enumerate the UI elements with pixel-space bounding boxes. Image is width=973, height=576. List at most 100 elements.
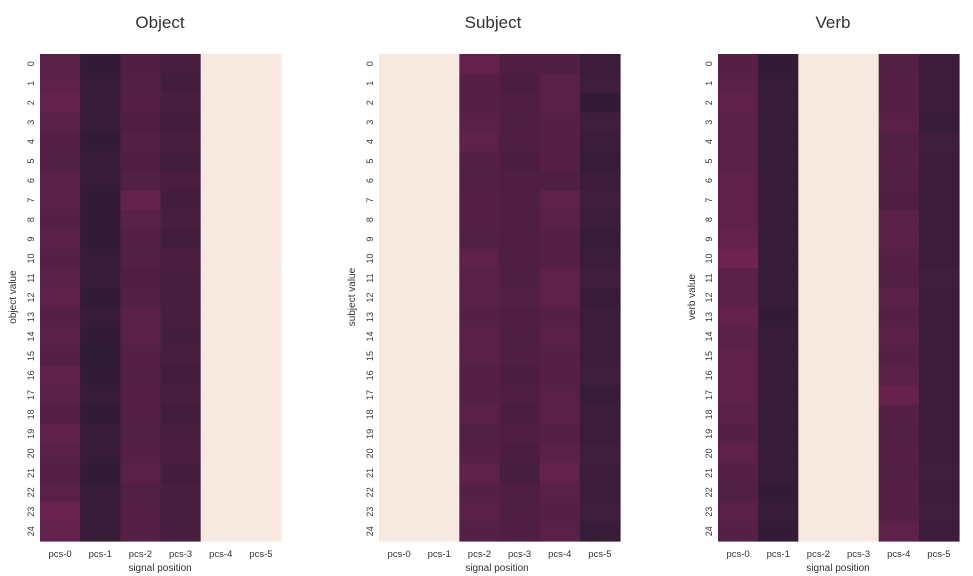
heatmap-cell-masked <box>798 463 840 484</box>
y-tick-label: 19 <box>26 429 36 439</box>
heatmap-cell-masked <box>798 443 840 464</box>
heatmap-cell <box>579 268 621 289</box>
heatmap-cell <box>160 268 202 289</box>
heatmap-cell <box>40 209 81 230</box>
heatmap-cell <box>878 463 920 484</box>
heatmap-cell <box>539 482 581 503</box>
heatmap-cell <box>499 131 541 152</box>
y-tick-label: 3 <box>704 120 714 125</box>
heatmap-cell-masked <box>200 307 242 328</box>
y-axis-label: object value <box>8 270 19 324</box>
heatmap-cell-masked <box>379 326 420 347</box>
heatmap-cell <box>80 385 121 406</box>
heatmap-cell <box>539 287 581 308</box>
heatmap-cell <box>499 385 541 406</box>
heatmap-cell <box>758 170 799 191</box>
heatmap-cell-masked <box>379 190 420 211</box>
heatmap-cell-masked <box>379 482 420 503</box>
heatmap-cell <box>758 326 799 347</box>
heatmap-cell-masked <box>240 502 282 523</box>
y-tick-label: 12 <box>704 292 714 302</box>
heatmap-cell <box>758 268 799 289</box>
heatmap-cell-masked <box>240 346 282 367</box>
y-tick-label: 0 <box>365 61 375 66</box>
y-tick-label: 23 <box>26 507 36 517</box>
heatmap-cell <box>160 92 202 114</box>
heatmap-cell <box>80 151 121 172</box>
y-tick-label: 16 <box>26 370 36 380</box>
heatmap-cell-masked <box>240 209 282 230</box>
heatmap-cell-masked <box>240 326 282 347</box>
heatmap-cell <box>758 229 799 250</box>
heatmap-cell-masked <box>240 229 282 250</box>
heatmap-cell <box>160 287 202 308</box>
heatmap-cell <box>718 209 759 230</box>
heatmap-cell-masked <box>379 443 420 464</box>
heatmap-cell <box>160 190 202 211</box>
heatmap-cell <box>499 482 541 503</box>
heatmap-cell-masked <box>838 482 880 503</box>
y-tick-label: 8 <box>365 217 375 222</box>
x-tick-label: pcs-2 <box>129 549 152 560</box>
heatmap-cell <box>758 131 799 152</box>
heatmap-cell-masked <box>798 170 840 191</box>
heatmap-cell <box>499 502 541 523</box>
heatmap-cell <box>878 209 920 230</box>
heatmap-cell <box>718 151 759 172</box>
heatmap-cell <box>718 521 759 542</box>
heatmap-cell <box>499 463 541 484</box>
heatmap-cell <box>120 482 162 503</box>
heatmap-cell <box>878 502 920 523</box>
heatmap-cell <box>40 346 81 367</box>
heatmap-cell <box>718 92 759 114</box>
heatmap-cell <box>499 248 541 269</box>
heatmap-cell <box>499 73 541 94</box>
heatmap-cell <box>40 229 81 250</box>
heatmap-cell <box>40 521 81 542</box>
heatmap-cell <box>758 346 799 367</box>
y-tick-label: 14 <box>365 331 375 341</box>
heatmap-cell <box>758 502 799 523</box>
heatmap-cell <box>120 209 162 230</box>
heatmap-cell-masked <box>419 112 460 133</box>
heatmap-cell <box>459 73 501 94</box>
heatmap-cell-masked <box>379 307 420 328</box>
heatmap-cell-masked <box>419 385 460 406</box>
heatmap-cell <box>718 190 759 211</box>
heatmap-cell <box>40 287 81 308</box>
heatmap-cell <box>459 54 501 75</box>
heatmap-cell <box>80 307 121 328</box>
heatmap-cell <box>120 112 162 133</box>
heatmap-cell <box>160 248 202 269</box>
y-tick-label: 17 <box>365 390 375 400</box>
heatmap-cell-masked <box>798 424 840 445</box>
heatmap-cell <box>539 463 581 484</box>
heatmap-cell <box>718 112 759 133</box>
y-tick-label: 0 <box>26 61 36 66</box>
heatmap-cell <box>579 346 621 367</box>
heatmap-cell-masked <box>379 112 420 133</box>
heatmap-cell <box>918 170 960 191</box>
x-tick-label: pcs-0 <box>387 549 410 560</box>
heatmap-cell-masked <box>838 463 880 484</box>
heatmap-cell-masked <box>200 209 242 230</box>
heatmap-panel-verb: Verb 01234567891011121314151617181920212… <box>687 13 960 574</box>
heatmap-cell <box>918 365 960 386</box>
heatmap-title: Verb <box>816 13 851 32</box>
heatmap-cell-masked <box>838 268 880 289</box>
heatmap-cell <box>718 73 759 94</box>
heatmap-cell <box>878 151 920 172</box>
heatmap-cell-masked <box>419 131 460 152</box>
heatmap-cell-masked <box>798 268 840 289</box>
heatmap-cell <box>918 463 960 484</box>
heatmap-cell-masked <box>419 190 460 211</box>
heatmap-cell-masked <box>419 151 460 172</box>
y-tick-label: 13 <box>365 312 375 322</box>
heatmap-cell <box>918 287 960 308</box>
heatmap-cell <box>120 502 162 523</box>
heatmap-cell <box>499 307 541 328</box>
heatmap-title: Subject <box>465 13 522 32</box>
heatmap-cell <box>459 521 501 542</box>
heatmap-cell <box>459 248 501 269</box>
heatmap-cell <box>160 112 202 133</box>
